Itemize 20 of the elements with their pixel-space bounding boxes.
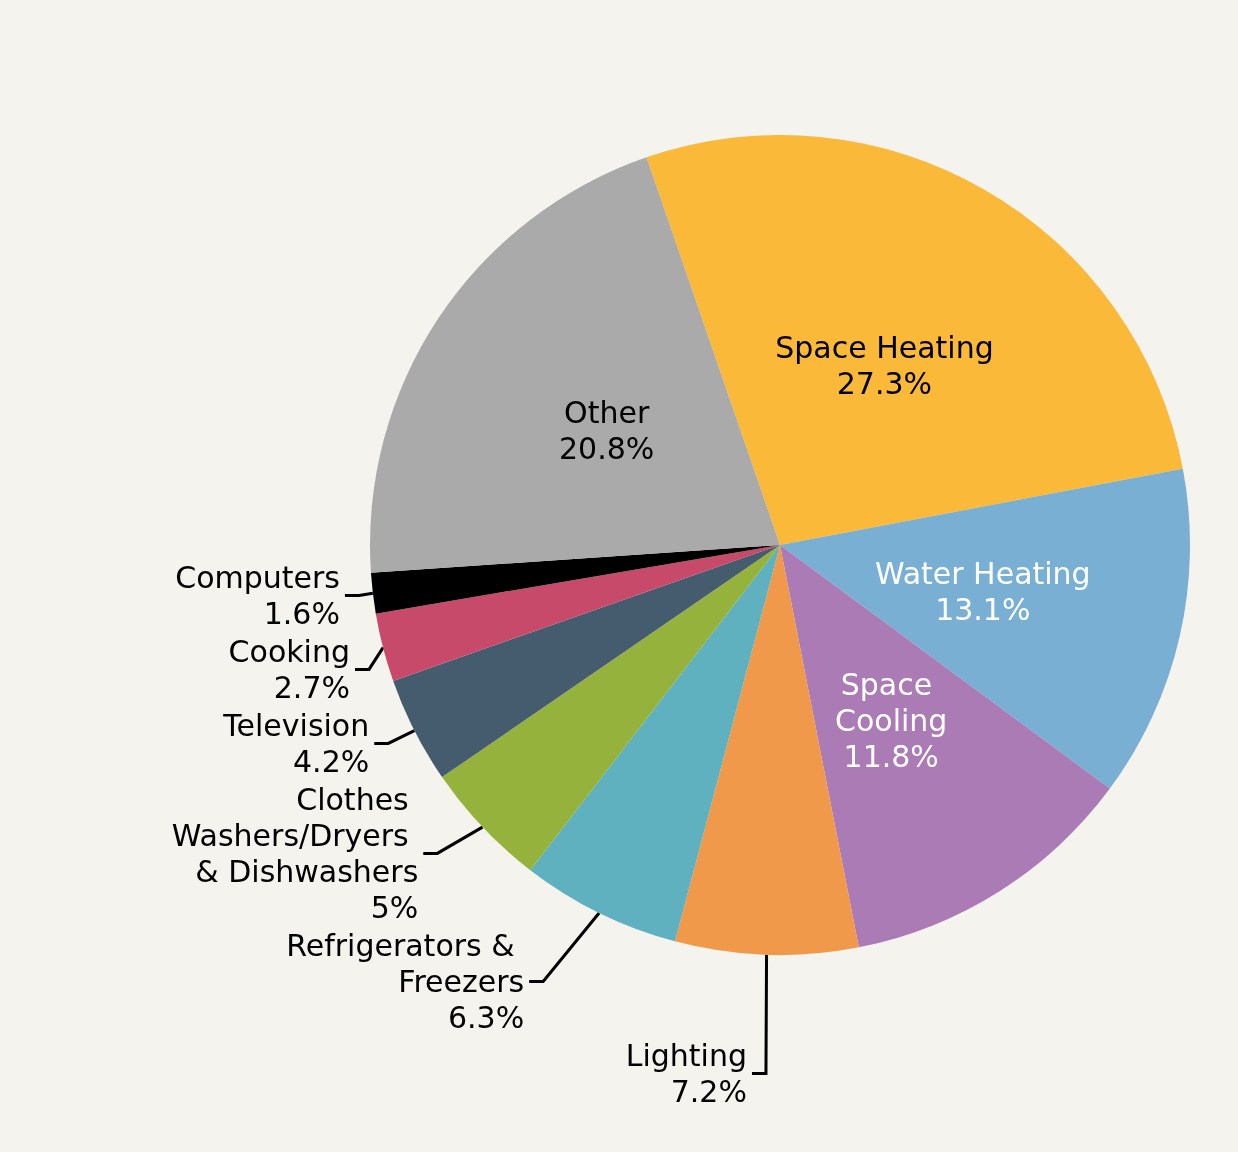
slice-label: Cooking xyxy=(228,633,350,669)
data-label: 20.8% xyxy=(559,430,655,466)
data-label: 4.2% xyxy=(293,743,370,779)
data-label: 6.3% xyxy=(447,999,525,1035)
data-label: 2.7% xyxy=(273,669,350,705)
slice-label: Other xyxy=(564,394,650,430)
slice-label: Clothes Washers/Dryers & Dishwashers xyxy=(171,781,419,889)
slice-label: Lighting xyxy=(625,1037,747,1073)
data-label: 11.8% xyxy=(843,739,939,775)
slice-label: Refrigerators & Freezers xyxy=(286,927,525,999)
data-label: 27.3% xyxy=(836,365,933,401)
slice-label: Water Heating xyxy=(874,555,1091,591)
slice-label: Space Heating xyxy=(775,329,994,365)
data-label: 13.1% xyxy=(935,591,1031,627)
data-label: 5% xyxy=(370,889,419,925)
slice-label: Television xyxy=(222,707,370,743)
slice-label: Space Cooling xyxy=(835,667,948,739)
slice-label: Computers xyxy=(175,559,340,595)
data-label: 1.6% xyxy=(263,595,340,631)
data-label: 7.2% xyxy=(670,1073,747,1109)
